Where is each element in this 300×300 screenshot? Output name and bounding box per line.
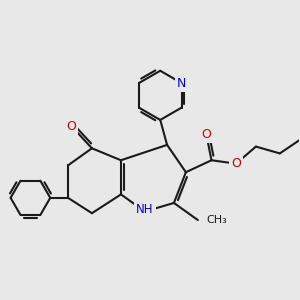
Text: NH: NH — [136, 203, 154, 216]
Text: N: N — [177, 76, 186, 89]
Text: O: O — [67, 120, 76, 133]
Text: O: O — [231, 157, 241, 170]
Text: CH₃: CH₃ — [206, 215, 227, 225]
Text: O: O — [201, 128, 211, 141]
